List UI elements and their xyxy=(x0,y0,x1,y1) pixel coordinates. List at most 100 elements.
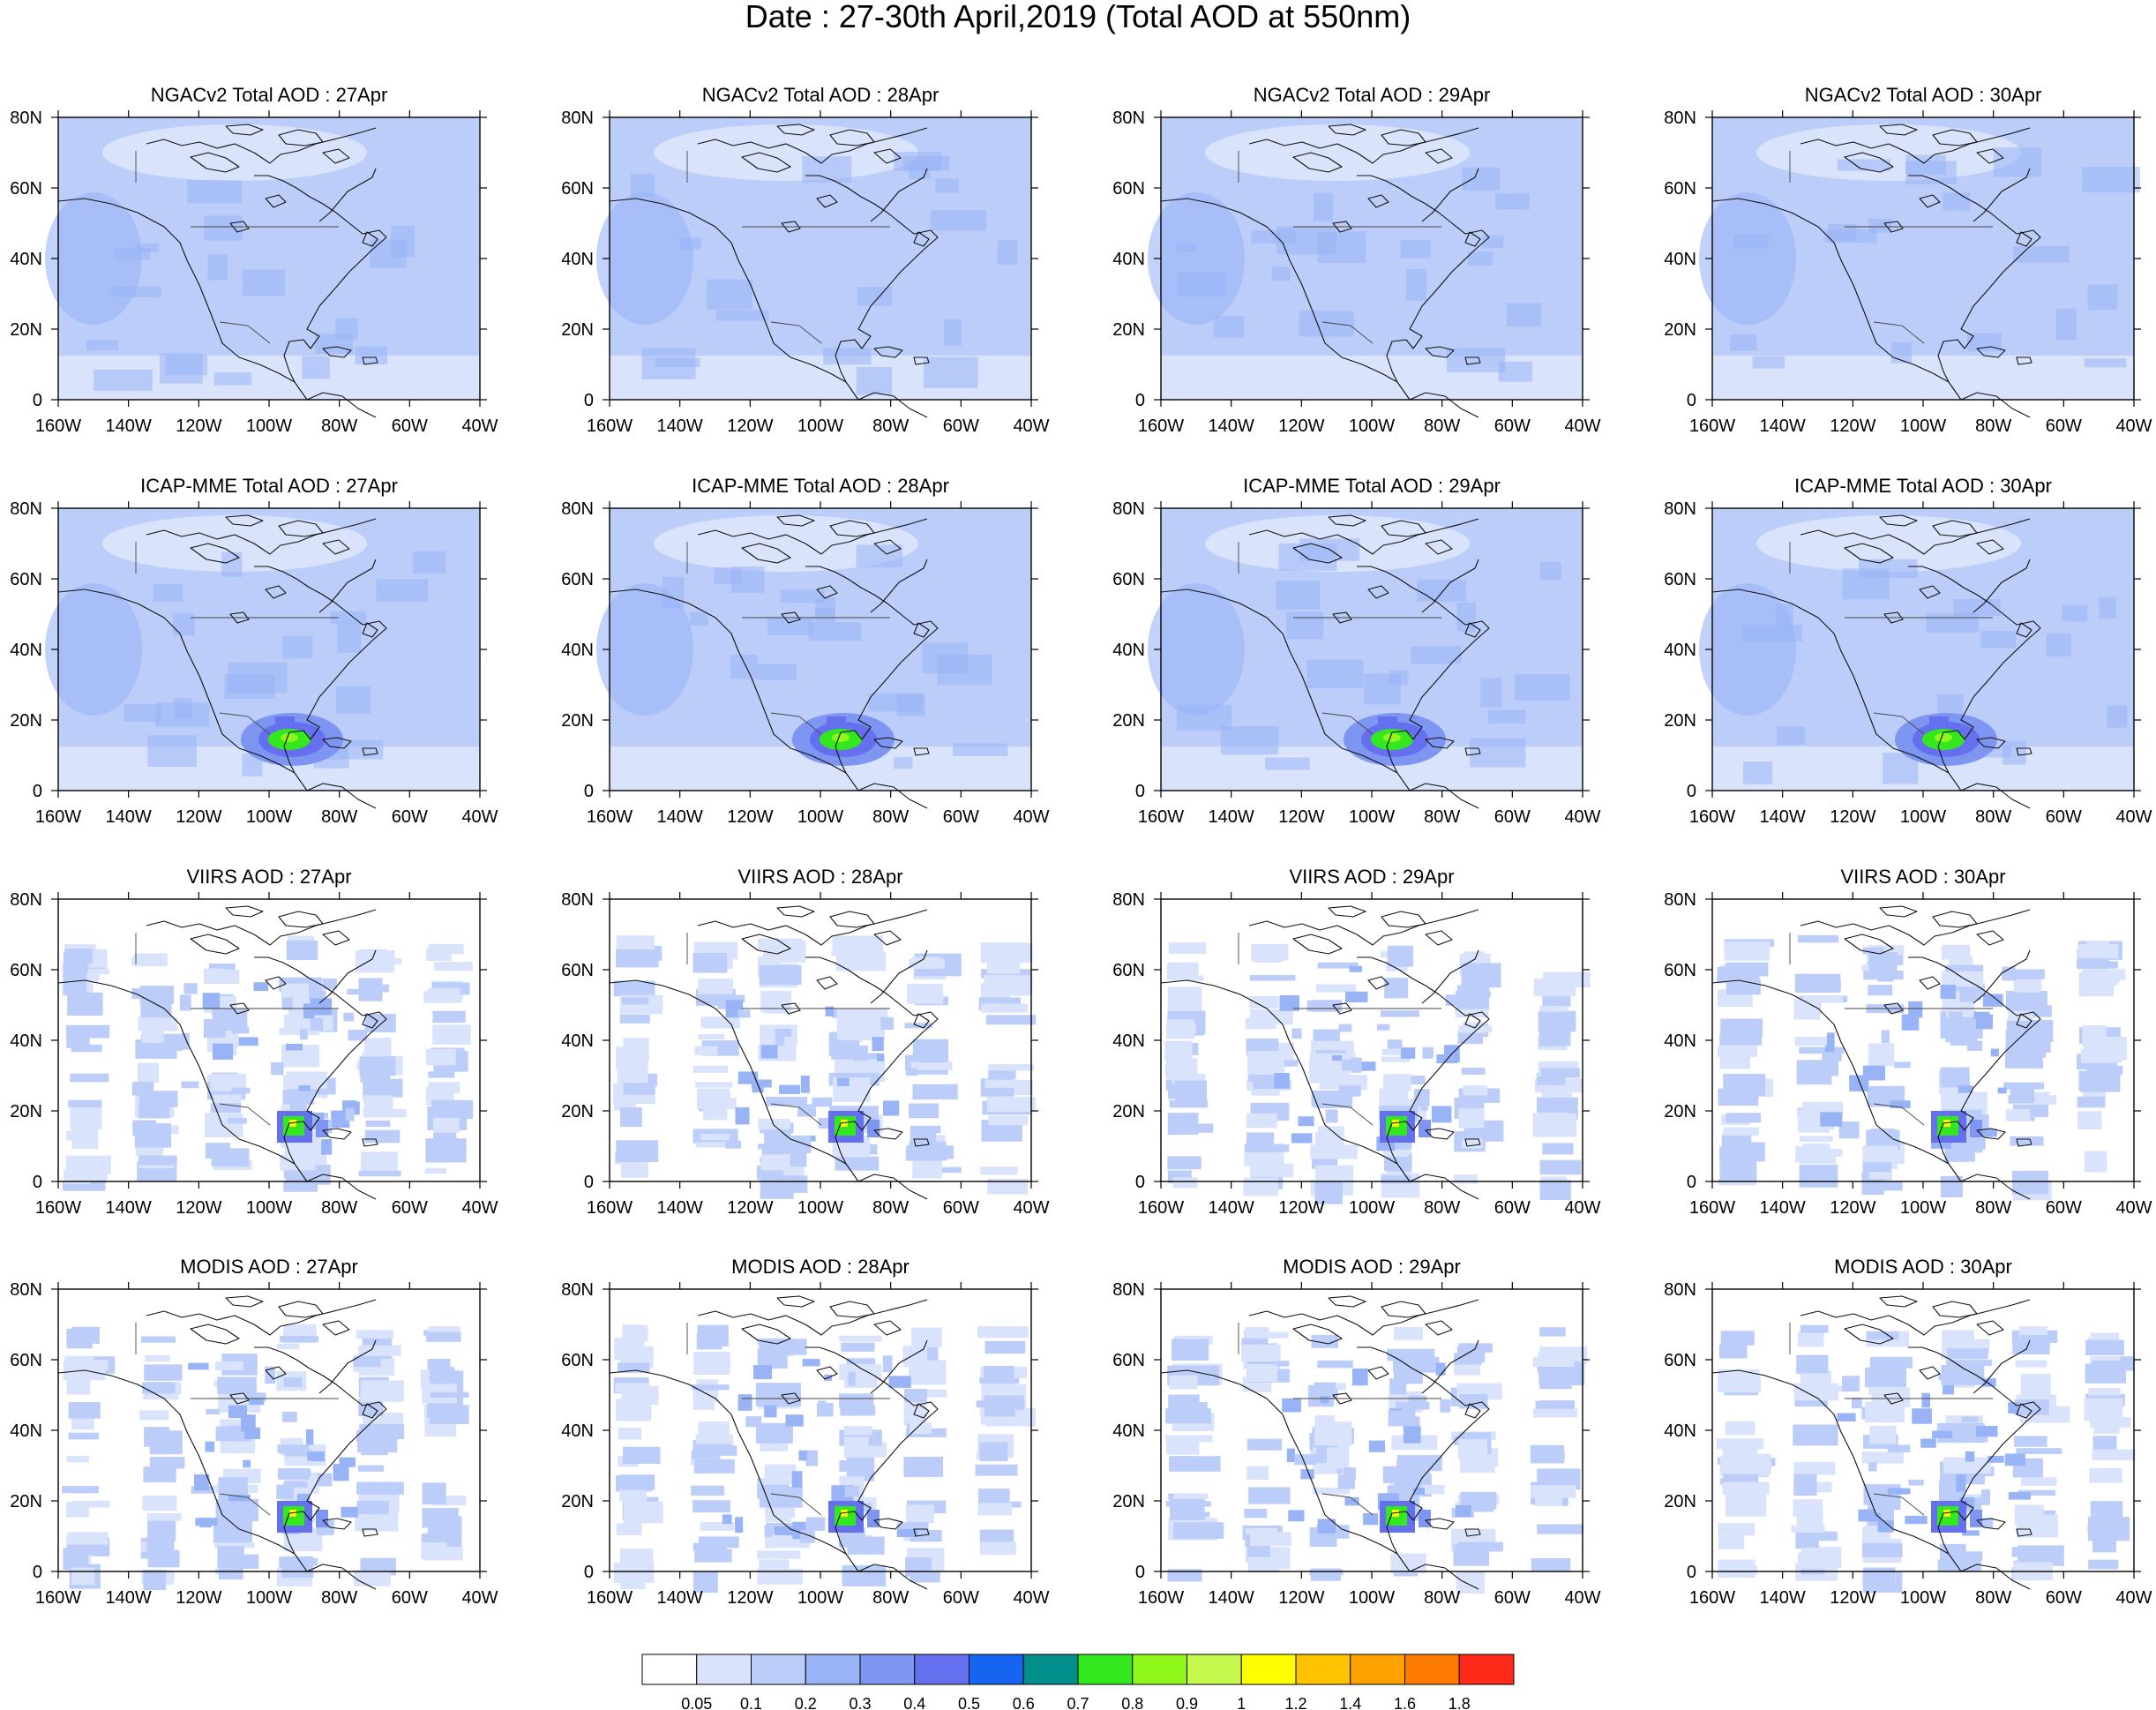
colorbar-label: 0.8 xyxy=(1121,1695,1143,1710)
lon-tick-label: 120W xyxy=(1278,807,1324,827)
map-panel: NGACv2 Total AOD : 27Apr 80N 60N 40N 20N 0 160… xyxy=(10,84,498,436)
lat-tick-label: 40N xyxy=(1664,641,1696,660)
lat-tick-label: 20N xyxy=(10,1492,42,1511)
lat-tick-label: 0 xyxy=(1687,782,1696,801)
lon-tick-label: 120W xyxy=(727,416,773,436)
lon-tick-label: 120W xyxy=(727,807,773,827)
map-frame xyxy=(57,898,481,1182)
map-panel: ICAP-MME Total AOD : 27Apr 80N 60N 40N 20N 0 1… xyxy=(10,475,498,827)
lat-tick-label: 0 xyxy=(33,1173,42,1192)
lat-tick-label: 40N xyxy=(1112,641,1145,660)
colorbar-swatch xyxy=(1295,1654,1351,1685)
colorbar-swatch xyxy=(1077,1654,1134,1685)
lon-tick-label: 80W xyxy=(1975,1198,2011,1218)
lon-tick-label: 120W xyxy=(1830,1198,1875,1218)
map-frame xyxy=(57,1288,481,1572)
lat-tick-label: 0 xyxy=(1687,1563,1696,1582)
lat-tick-label: 60N xyxy=(10,570,42,589)
lon-tick-label: 80W xyxy=(1424,1198,1460,1218)
lon-tick-label: 40W xyxy=(461,1588,498,1608)
figure-title: Date : 27-30th April,2019 (Total AOD at … xyxy=(745,0,1411,34)
lon-tick-label: 80W xyxy=(872,416,909,436)
lat-tick-label: 0 xyxy=(1135,782,1145,801)
lon-tick-label: 120W xyxy=(176,1198,221,1218)
lat-tick-label: 80N xyxy=(561,890,594,910)
lat-tick-label: 60N xyxy=(1112,1351,1145,1370)
colorbar-swatch xyxy=(641,1654,698,1685)
lon-tick-label: 100W xyxy=(246,1198,292,1218)
lon-tick-label: 40W xyxy=(2115,807,2152,827)
lon-tick-label: 100W xyxy=(1900,1588,1946,1608)
lon-tick-label: 100W xyxy=(1349,807,1395,827)
colorbar-swatch xyxy=(1187,1654,1242,1685)
lon-tick-label: 120W xyxy=(176,1588,221,1608)
lat-tick-label: 40N xyxy=(1112,250,1145,269)
map-frame xyxy=(1160,1288,1583,1572)
map-panel: NGACv2 Total AOD : 30Apr 80N 60N 40N 20N 0 160… xyxy=(1664,84,2152,436)
lon-tick-label: 40W xyxy=(1013,1588,1049,1608)
lat-tick-label: 20N xyxy=(561,711,594,731)
lon-tick-label: 80W xyxy=(321,807,357,827)
lon-tick-label: 120W xyxy=(1830,1588,1875,1608)
lon-tick-label: 80W xyxy=(321,1588,357,1608)
lat-tick-label: 0 xyxy=(1687,1173,1696,1192)
lat-tick-label: 0 xyxy=(33,782,42,801)
lon-tick-label: 160W xyxy=(587,807,633,827)
lon-tick-label: 160W xyxy=(1689,807,1735,827)
lat-tick-label: 40N xyxy=(10,250,42,269)
aod-field xyxy=(1148,117,1583,400)
lon-tick-label: 60W xyxy=(943,807,979,827)
lat-tick-label: 40N xyxy=(561,641,594,660)
lat-tick-label: 40N xyxy=(1664,250,1696,269)
aod-field xyxy=(1716,1324,2136,1593)
lon-tick-label: 140W xyxy=(106,416,152,436)
panel-title: ICAP-MME Total AOD : 27Apr xyxy=(140,475,398,497)
lon-tick-label: 100W xyxy=(1349,1198,1395,1218)
lat-tick-label: 60N xyxy=(561,179,594,199)
colorbar-label: 1.4 xyxy=(1339,1695,1361,1710)
lat-tick-label: 0 xyxy=(584,391,594,410)
lon-tick-label: 140W xyxy=(1760,1198,1806,1218)
lon-tick-label: 60W xyxy=(392,1588,428,1608)
lat-tick-label: 40N xyxy=(561,1031,594,1051)
lat-tick-label: 20N xyxy=(10,1102,42,1121)
panel-title: VIIRS AOD : 28Apr xyxy=(737,866,902,888)
lon-tick-label: 60W xyxy=(2046,1588,2082,1608)
lat-tick-label: 60N xyxy=(10,1351,42,1370)
lat-tick-label: 20N xyxy=(10,711,42,731)
lat-tick-label: 40N xyxy=(1664,1031,1696,1051)
lat-tick-label: 20N xyxy=(1664,320,1696,340)
lat-tick-label: 0 xyxy=(584,782,594,801)
lat-tick-label: 60N xyxy=(1112,179,1145,199)
lon-tick-label: 160W xyxy=(1138,807,1184,827)
map-panel: MODIS AOD : 28Apr 80N 60N 40N 20N 0 160W 140W 12… xyxy=(561,1256,1049,1608)
lon-tick-label: 100W xyxy=(1349,416,1395,436)
lon-tick-label: 80W xyxy=(321,1198,357,1218)
lat-tick-label: 60N xyxy=(561,570,594,589)
lon-tick-label: 100W xyxy=(246,1588,292,1608)
lon-tick-label: 120W xyxy=(176,807,221,827)
lat-tick-label: 20N xyxy=(1664,1492,1696,1511)
lon-tick-label: 160W xyxy=(1689,1588,1735,1608)
lat-tick-label: 60N xyxy=(1664,1351,1696,1370)
colorbar-label: 0.3 xyxy=(849,1695,871,1710)
panel-title: VIIRS AOD : 29Apr xyxy=(1289,866,1454,888)
colorbar-label: 0.2 xyxy=(795,1695,817,1710)
lon-tick-label: 120W xyxy=(1278,1588,1324,1608)
lat-tick-label: 80N xyxy=(10,109,42,128)
colorbar-label: 1.6 xyxy=(1394,1695,1416,1710)
lon-tick-label: 140W xyxy=(657,807,703,827)
lon-tick-label: 140W xyxy=(1760,416,1806,436)
lon-tick-label: 120W xyxy=(727,1198,773,1218)
lon-tick-label: 100W xyxy=(1349,1588,1395,1608)
lon-tick-label: 140W xyxy=(1209,416,1254,436)
map-frame xyxy=(1160,898,1583,1182)
lon-tick-label: 60W xyxy=(943,1198,979,1218)
lon-tick-label: 120W xyxy=(176,416,221,436)
panel-title: MODIS AOD : 30Apr xyxy=(1834,1256,2012,1278)
lat-tick-label: 80N xyxy=(10,890,42,910)
lon-tick-label: 140W xyxy=(106,1588,152,1608)
lon-tick-label: 100W xyxy=(797,416,843,436)
panel-title: NGACv2 Total AOD : 27Apr xyxy=(151,84,388,106)
lon-tick-label: 120W xyxy=(1830,807,1875,827)
